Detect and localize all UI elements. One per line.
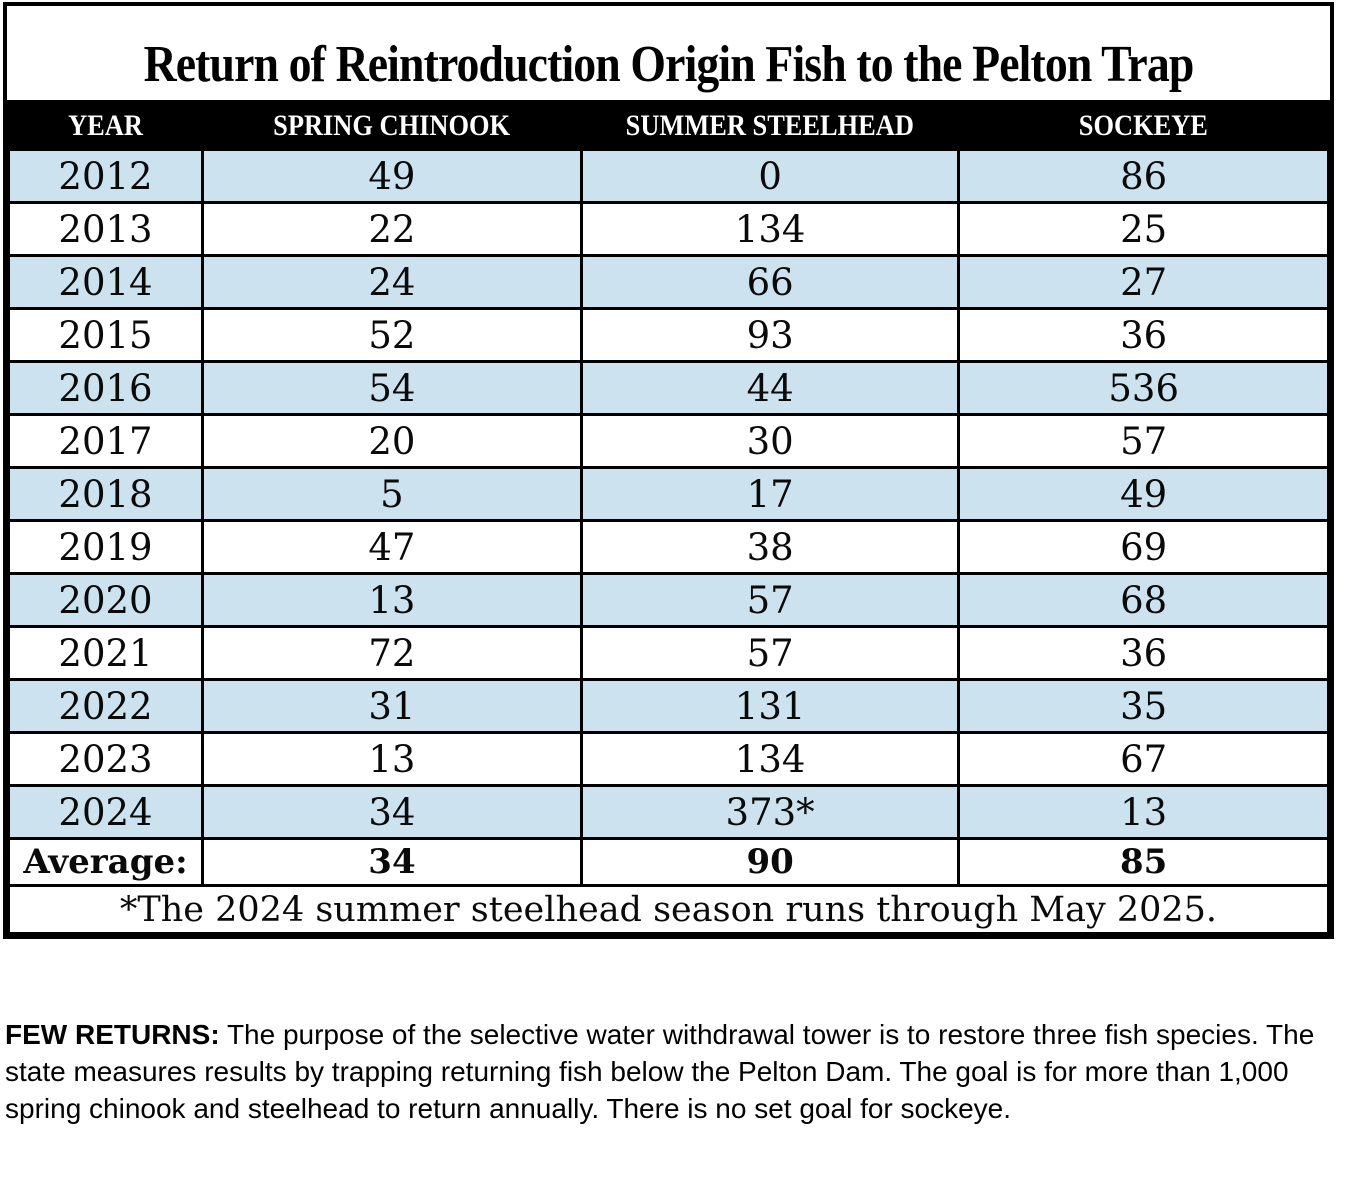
caption-line: The state measures results by trapping r… xyxy=(5,1019,1315,1087)
year-cell: 2013 xyxy=(6,201,205,257)
summer-steelhead-cell: 134 xyxy=(579,731,961,787)
summer-steelhead-cell: 131 xyxy=(579,678,961,734)
column-header-sockeye: SOCKEYE xyxy=(957,100,1330,151)
column-header-year: YEAR xyxy=(6,100,205,151)
average-spring-chinook-cell: 34 xyxy=(201,837,583,887)
year-cell: 2023 xyxy=(6,731,205,787)
year-cell: 2019 xyxy=(6,519,205,575)
year-cell: 2024 xyxy=(6,784,205,840)
sockeye-cell: 86 xyxy=(957,148,1330,204)
summer-steelhead-cell: 38 xyxy=(579,519,961,575)
table-row: 2021 72 57 36 xyxy=(6,625,1330,681)
table-body: 2012 49 0 86 2013 22 134 25 2014 24 66 2… xyxy=(6,148,1330,840)
spring-chinook-cell: 52 xyxy=(201,307,583,363)
year-cell: 2022 xyxy=(6,678,205,734)
footnote-cell: *The 2024 summer steelhead season runs t… xyxy=(7,884,1330,935)
table-row: 2019 47 38 69 xyxy=(6,519,1330,575)
sockeye-cell: 57 xyxy=(957,413,1330,469)
sockeye-cell: 27 xyxy=(957,254,1330,310)
table-row: 2023 13 134 67 xyxy=(6,731,1330,787)
table-row: 2017 20 30 57 xyxy=(6,413,1330,469)
spring-chinook-cell: 13 xyxy=(201,572,583,628)
table-footer: Average: 34 90 85 *The 2024 summer steel… xyxy=(6,837,1330,935)
average-label-cell: Average: xyxy=(6,837,205,887)
spring-chinook-cell: 20 xyxy=(201,413,583,469)
table-row: 2013 22 134 25 xyxy=(6,201,1330,257)
table-row: 2024 34 373* 13 xyxy=(6,784,1330,840)
year-cell: 2012 xyxy=(6,148,205,204)
table-row: 2022 31 131 35 xyxy=(6,678,1330,734)
spring-chinook-cell: 22 xyxy=(201,201,583,257)
spring-chinook-cell: 47 xyxy=(201,519,583,575)
sockeye-cell: 536 xyxy=(957,360,1330,416)
summer-steelhead-cell: 93 xyxy=(579,307,961,363)
table-title: Return of Reintroduction Origin Fish to … xyxy=(143,36,1195,93)
spring-chinook-cell: 24 xyxy=(201,254,583,310)
fish-returns-table: YEAR SPRING CHINOOK SUMMER STEELHEAD SOC… xyxy=(6,100,1330,935)
caption: FEW RETURNS: The purpose of the selectiv… xyxy=(5,1016,1350,1127)
year-cell: 2015 xyxy=(6,307,205,363)
year-cell: 2018 xyxy=(6,466,205,522)
table-row: 2020 13 57 68 xyxy=(6,572,1330,628)
sockeye-cell: 67 xyxy=(957,731,1330,787)
table-row: 2014 24 66 27 xyxy=(6,254,1330,310)
column-header-spring-chinook-label: SPRING CHINOOK xyxy=(273,108,511,142)
sockeye-cell: 36 xyxy=(957,307,1330,363)
spring-chinook-cell: 49 xyxy=(201,148,583,204)
year-cell: 2016 xyxy=(6,360,205,416)
table-row: 2015 52 93 36 xyxy=(6,307,1330,363)
spring-chinook-cell: 5 xyxy=(201,466,583,522)
header-row: YEAR SPRING CHINOOK SUMMER STEELHEAD SOC… xyxy=(6,100,1330,151)
caption-line: than 1,000 spring chinook and steelhead … xyxy=(5,1056,1289,1124)
sockeye-cell: 68 xyxy=(957,572,1330,628)
footnote-row: *The 2024 summer steelhead season runs t… xyxy=(7,884,1330,935)
table-header: YEAR SPRING CHINOOK SUMMER STEELHEAD SOC… xyxy=(6,100,1330,151)
summer-steelhead-cell: 30 xyxy=(579,413,961,469)
summer-steelhead-cell: 17 xyxy=(579,466,961,522)
sockeye-cell: 13 xyxy=(957,784,1330,840)
column-header-summer-steelhead: SUMMER STEELHEAD xyxy=(579,100,961,151)
year-cell: 2021 xyxy=(6,625,205,681)
year-cell: 2014 xyxy=(6,254,205,310)
column-header-summer-steelhead-label: SUMMER STEELHEAD xyxy=(625,108,915,142)
year-cell: 2017 xyxy=(6,413,205,469)
spring-chinook-cell: 54 xyxy=(201,360,583,416)
spring-chinook-cell: 31 xyxy=(201,678,583,734)
average-summer-steelhead-cell: 90 xyxy=(579,837,961,887)
caption-label: FEW RETURNS: xyxy=(5,1019,220,1050)
fish-returns-infographic: Return of Reintroduction Origin Fish to … xyxy=(3,2,1334,939)
column-header-year-label: YEAR xyxy=(68,108,143,142)
year-cell: 2020 xyxy=(6,572,205,628)
average-row: Average: 34 90 85 xyxy=(6,837,1330,887)
summer-steelhead-cell: 44 xyxy=(579,360,961,416)
table-row: 2012 49 0 86 xyxy=(6,148,1330,204)
column-header-sockeye-label: SOCKEYE xyxy=(1079,108,1209,142)
spring-chinook-cell: 34 xyxy=(201,784,583,840)
table-row: 2016 54 44 536 xyxy=(6,360,1330,416)
sockeye-cell: 35 xyxy=(957,678,1330,734)
summer-steelhead-cell: 134 xyxy=(579,201,961,257)
column-header-spring-chinook: SPRING CHINOOK xyxy=(201,100,583,151)
sockeye-cell: 25 xyxy=(957,201,1330,257)
sockeye-cell: 49 xyxy=(957,466,1330,522)
sockeye-cell: 36 xyxy=(957,625,1330,681)
spring-chinook-cell: 72 xyxy=(201,625,583,681)
summer-steelhead-cell: 57 xyxy=(579,572,961,628)
summer-steelhead-cell: 0 xyxy=(579,148,961,204)
summer-steelhead-cell: 57 xyxy=(579,625,961,681)
sockeye-cell: 69 xyxy=(957,519,1330,575)
average-sockeye-cell: 85 xyxy=(957,837,1330,887)
summer-steelhead-cell: 373* xyxy=(579,784,961,840)
spring-chinook-cell: 13 xyxy=(201,731,583,787)
summer-steelhead-cell: 66 xyxy=(579,254,961,310)
title-area: Return of Reintroduction Origin Fish to … xyxy=(7,6,1330,100)
table-row: 2018 5 17 49 xyxy=(6,466,1330,522)
caption-line: The purpose of the selective water withd… xyxy=(226,1019,1259,1050)
